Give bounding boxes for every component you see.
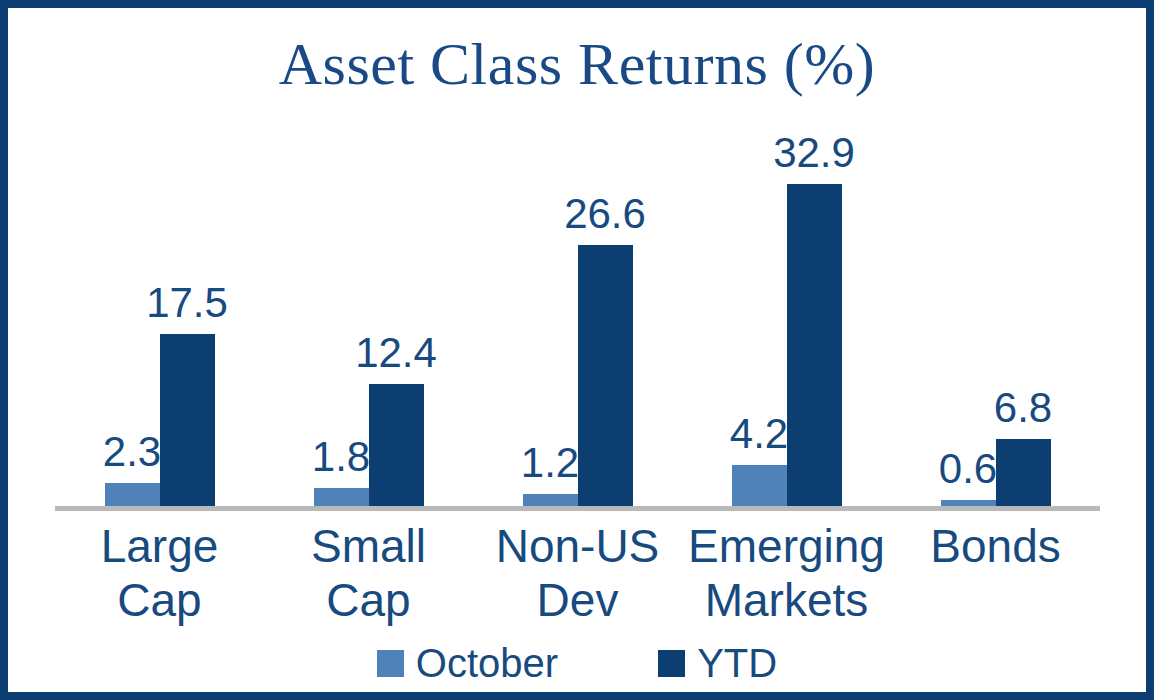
bar-october (732, 465, 787, 506)
chart-title: Asset Class Returns (%) (8, 28, 1146, 100)
bar-column-october: 4.2 (732, 411, 787, 506)
bar-october (523, 494, 578, 506)
bar-value-label: 6.8 (994, 385, 1052, 431)
bar-ytd (787, 184, 842, 506)
bar-ytd (369, 384, 424, 506)
legend-swatch-icon (658, 650, 685, 677)
bar-ytd (578, 245, 633, 506)
bar-value-label: 1.8 (312, 434, 370, 480)
category-label: Small Cap (264, 519, 473, 627)
bar-column-october: 2.3 (105, 429, 160, 506)
bar-october (105, 483, 160, 506)
bar-group: 4.232.9 (682, 130, 891, 506)
bar-group: 2.317.5 (55, 280, 264, 506)
bar-ytd (996, 439, 1051, 506)
bar-value-label: 12.4 (355, 330, 437, 376)
category-label: EmergingMarkets (682, 519, 891, 627)
bar-value-label: 0.6 (939, 446, 997, 492)
bar-october (941, 500, 996, 506)
bar-group: 1.226.6 (473, 191, 682, 506)
bar-value-label: 17.5 (146, 280, 228, 326)
bar-value-label: 26.6 (564, 191, 646, 237)
category-axis: Large CapSmall CapNon-USDevEmergingMarke… (55, 519, 1100, 627)
bar-column-ytd: 6.8 (996, 385, 1051, 506)
bar-column-october: 0.6 (941, 446, 996, 506)
bar-value-label: 2.3 (103, 429, 161, 475)
bar-column-october: 1.8 (314, 434, 369, 506)
bar-column-ytd: 17.5 (160, 280, 215, 506)
legend: October YTD (8, 641, 1146, 686)
category-label: Large Cap (55, 519, 264, 627)
legend-label: October (416, 641, 558, 686)
bar-column-october: 1.2 (523, 440, 578, 506)
chart-canvas: Asset Class Returns (%) 2.317.51.812.41.… (0, 0, 1154, 700)
bar-group: 0.66.8 (891, 385, 1100, 506)
bar-column-ytd: 26.6 (578, 191, 633, 506)
legend-item-october: October (377, 641, 558, 686)
bar-ytd (160, 334, 215, 506)
plot-area: 2.317.51.812.41.226.64.232.90.66.8 (55, 106, 1100, 511)
legend-swatch-icon (377, 650, 404, 677)
category-label: Bonds (891, 519, 1100, 627)
bar-value-label: 32.9 (773, 130, 855, 176)
category-label: Non-USDev (473, 519, 682, 627)
bar-october (314, 488, 369, 506)
legend-item-ytd: YTD (658, 641, 777, 686)
bar-column-ytd: 32.9 (787, 130, 842, 506)
bar-group: 1.812.4 (264, 330, 473, 506)
bar-value-label: 1.2 (521, 440, 579, 486)
legend-label: YTD (697, 641, 777, 686)
bar-value-label: 4.2 (730, 411, 788, 457)
bar-column-ytd: 12.4 (369, 330, 424, 506)
